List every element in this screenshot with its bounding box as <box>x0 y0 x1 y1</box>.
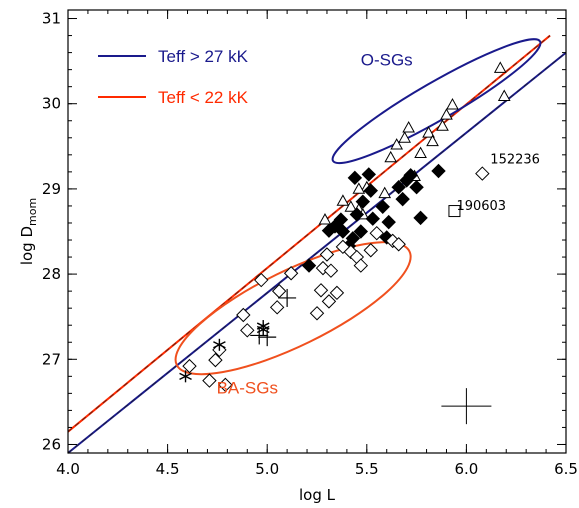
data-point-triangle-open <box>497 89 511 101</box>
legend: Teff > 27 kK Teff < 22 kK <box>98 47 249 107</box>
data-point-diamond-open <box>343 244 359 260</box>
data-point-triangle-open <box>378 186 392 199</box>
data-point-triangle-open <box>318 213 332 225</box>
data-point-triangle-open <box>422 126 435 138</box>
data-point-diamond-open <box>369 225 384 241</box>
data-point-diamond-filled <box>431 163 446 179</box>
data-point-diamond-open <box>329 285 345 301</box>
data-point-triangle-open <box>390 138 404 150</box>
y-tick-label: 28 <box>42 265 61 283</box>
data-point-asterisk <box>179 370 192 383</box>
data-point-diamond-open <box>323 263 339 278</box>
data-point-diamond-filled <box>395 191 410 207</box>
data-point-triangle-open <box>352 182 366 194</box>
fit-line-dashed-1 <box>67 52 567 454</box>
data-point-diamond-filled <box>361 167 376 182</box>
data-point-triangle-open <box>384 150 398 163</box>
data-point-triangle-open <box>344 200 358 212</box>
data-point-diamond-filled <box>355 194 371 209</box>
y-axis-title: log Dmom <box>18 198 39 265</box>
labels-layer: log L log Dmom O-SGs BA-SGs 152236 190603 <box>18 50 540 504</box>
data-point-triangle-open <box>414 146 427 159</box>
data-points-layer <box>179 61 511 425</box>
data-point-diamond-filled <box>347 170 363 186</box>
x-tick-label: 4.5 <box>156 460 180 478</box>
legend-label-cool: Teff < 22 kK <box>158 88 249 107</box>
data-point-square-open <box>448 205 461 218</box>
asterisk-stroke <box>179 372 192 380</box>
data-point-diamond-filled <box>363 183 378 198</box>
y-tick-label: 30 <box>42 95 61 113</box>
star-annotation: 190603 <box>456 199 506 214</box>
ellipse-ba-sgs <box>174 241 412 376</box>
data-point-triangle-open <box>426 134 439 147</box>
data-point-diamond-filled <box>391 179 406 195</box>
data-point-triangle-open <box>336 194 350 206</box>
x-axis-title: log L <box>299 486 336 504</box>
data-point-diamond-open <box>321 294 337 309</box>
data-point-triangle-open <box>436 119 449 131</box>
data-point-diamond-open <box>283 266 299 281</box>
data-point-triangle-open <box>398 131 411 143</box>
data-point-triangle-open <box>446 98 459 110</box>
data-point-asterisk <box>213 338 226 351</box>
data-point-diamond-filled <box>375 199 390 215</box>
x-tick-label: 5.0 <box>255 460 279 478</box>
data-point-plus <box>258 328 277 347</box>
plot-frame <box>67 9 567 454</box>
data-point-diamond-filled <box>413 210 428 226</box>
data-point-diamond-filled <box>403 168 418 183</box>
data-point-diamond-filled <box>345 231 361 246</box>
y-tick-label: 29 <box>42 180 61 198</box>
y-tick-label: 27 <box>42 350 61 368</box>
data-point-diamond-filled <box>381 214 396 230</box>
data-point-diamond-open <box>309 306 325 321</box>
data-point-diamond-filled <box>409 179 424 195</box>
data-point-diamond-open <box>218 377 233 393</box>
axes-layer: 4.0 4.5 5.0 5.5 6.0 6.5 26 27 28 29 30 31 <box>42 9 578 478</box>
x-tick-label: 6.0 <box>454 460 478 478</box>
data-point-triangle-open <box>402 121 415 133</box>
data-point-diamond-filled <box>335 224 351 239</box>
data-point-triangle-open <box>440 108 453 120</box>
fit-line-dashed-0 <box>67 35 551 433</box>
data-point-diamond-open <box>313 283 329 298</box>
data-point-diamond-open <box>182 358 197 374</box>
typical-errorbar <box>441 388 492 425</box>
data-point-diamond-open <box>240 323 255 338</box>
fit-lines-layer <box>67 34 567 454</box>
data-point-diamond-filled <box>353 224 369 239</box>
data-point-diamond-open <box>353 258 369 273</box>
region-label-ba-sgs: BA-SGs <box>217 378 278 397</box>
y-tick-label: 31 <box>42 10 61 28</box>
y-axis-title-subscript: mom <box>26 198 39 226</box>
x-tick-label: 6.5 <box>554 460 578 478</box>
data-point-plus <box>250 326 269 345</box>
data-point-diamond-open <box>319 247 335 262</box>
data-point-diamond-open <box>202 373 217 388</box>
legend-label-hot: Teff > 27 kK <box>158 47 249 66</box>
data-point-diamond-open <box>363 243 378 258</box>
data-point-plus <box>278 288 297 307</box>
data-point-diamond-open <box>269 300 285 315</box>
data-point-diamond-filled <box>365 211 380 226</box>
region-label-o-sgs: O-SGs <box>361 50 413 69</box>
data-point-triangle-open <box>493 61 507 73</box>
data-point-diamond-open <box>208 352 223 368</box>
data-point-diamond-open <box>254 272 269 288</box>
x-tick-label: 4.0 <box>56 460 80 478</box>
asterisk-stroke <box>213 341 226 349</box>
data-point-diamond-open <box>236 307 251 323</box>
data-point-diamond-open <box>475 166 490 181</box>
data-point-diamond-open <box>391 237 406 252</box>
star-annotation: 152236 <box>490 152 540 167</box>
y-axis-title-main: log D <box>18 226 36 265</box>
data-point-diamond-filled <box>333 212 349 227</box>
y-tick-label: 26 <box>42 435 61 453</box>
data-point-diamond-filled <box>349 207 365 222</box>
x-tick-label: 5.5 <box>355 460 379 478</box>
data-point-diamond-filled <box>301 258 317 273</box>
